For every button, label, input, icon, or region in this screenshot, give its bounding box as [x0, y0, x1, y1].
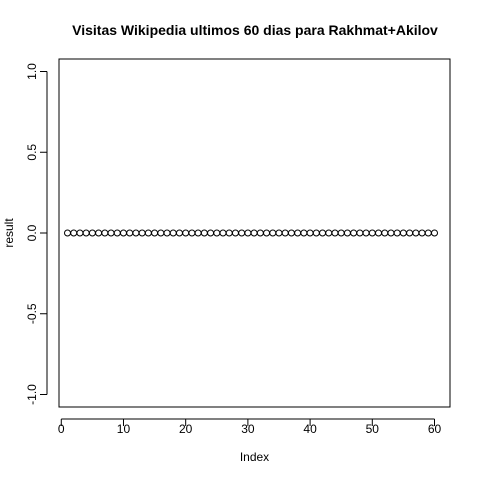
- data-point: [175, 229, 183, 237]
- data-point: [294, 229, 302, 237]
- data-point: [399, 229, 407, 237]
- data-point: [287, 229, 295, 237]
- data-points: [64, 229, 438, 237]
- data-point: [138, 229, 146, 237]
- data-point: [362, 229, 370, 237]
- y-tick-label: 0.5: [25, 144, 39, 161]
- data-point: [207, 229, 215, 237]
- data-point: [101, 229, 109, 237]
- data-point: [393, 229, 401, 237]
- data-point: [213, 229, 221, 237]
- data-point: [238, 229, 246, 237]
- data-point: [300, 229, 308, 237]
- x-tick-label: 10: [117, 422, 131, 436]
- y-axis: -1.0 -0.5 0.0 0.5 1.0: [25, 63, 48, 405]
- data-point: [350, 229, 358, 237]
- x-tick-label: 30: [241, 422, 255, 436]
- data-point: [231, 229, 239, 237]
- y-tick-label: -0.5: [25, 303, 39, 324]
- y-tick-label: 1.0: [25, 63, 39, 80]
- data-point: [219, 229, 227, 237]
- data-point: [244, 229, 252, 237]
- x-tick-label: 20: [179, 422, 193, 436]
- data-point: [225, 229, 233, 237]
- data-point: [319, 229, 327, 237]
- x-tick-label: 40: [303, 422, 317, 436]
- data-point: [418, 229, 426, 237]
- data-point: [188, 229, 196, 237]
- data-point: [312, 229, 320, 237]
- data-point: [95, 229, 103, 237]
- plot-area: [58, 58, 451, 408]
- data-point: [281, 229, 289, 237]
- data-point: [331, 229, 339, 237]
- data-point: [194, 229, 202, 237]
- data-point: [107, 229, 115, 237]
- data-point: [126, 229, 134, 237]
- x-tick-label: 0: [58, 422, 65, 436]
- data-point: [151, 229, 159, 237]
- data-point: [337, 229, 345, 237]
- data-point: [200, 229, 208, 237]
- data-point: [88, 229, 96, 237]
- y-axis-label: result: [2, 218, 16, 248]
- x-tick-label: 50: [366, 422, 380, 436]
- data-point: [250, 229, 258, 237]
- data-point: [157, 229, 165, 237]
- data-point: [306, 229, 314, 237]
- data-point: [76, 229, 84, 237]
- y-tick-label: -1.0: [25, 384, 39, 405]
- data-point: [325, 229, 333, 237]
- data-point: [113, 229, 121, 237]
- data-point: [64, 229, 71, 237]
- data-point: [119, 229, 127, 237]
- y-tick-label: 0.0: [25, 224, 39, 241]
- data-point: [368, 229, 376, 237]
- data-point: [182, 229, 190, 237]
- data-point: [412, 229, 420, 237]
- x-axis: 0 10 20 30 40 50 60: [58, 418, 442, 436]
- data-point: [82, 229, 90, 237]
- data-point: [263, 229, 271, 237]
- data-point: [275, 229, 283, 237]
- data-point: [269, 229, 277, 237]
- data-point: [424, 229, 432, 237]
- data-point: [169, 229, 177, 237]
- data-point: [406, 229, 414, 237]
- data-point: [343, 229, 351, 237]
- data-point: [375, 229, 383, 237]
- data-point: [163, 229, 171, 237]
- data-point: [387, 229, 395, 237]
- data-point: [256, 229, 264, 237]
- data-point: [70, 229, 78, 237]
- chart-title: Visitas Wikipedia ultimos 60 dias para R…: [72, 22, 438, 38]
- x-tick-label: 60: [428, 422, 442, 436]
- data-point: [356, 229, 364, 237]
- x-axis-label: Index: [240, 450, 269, 464]
- data-point: [431, 229, 438, 237]
- data-point: [381, 229, 389, 237]
- data-point: [144, 229, 152, 237]
- data-point: [132, 229, 140, 237]
